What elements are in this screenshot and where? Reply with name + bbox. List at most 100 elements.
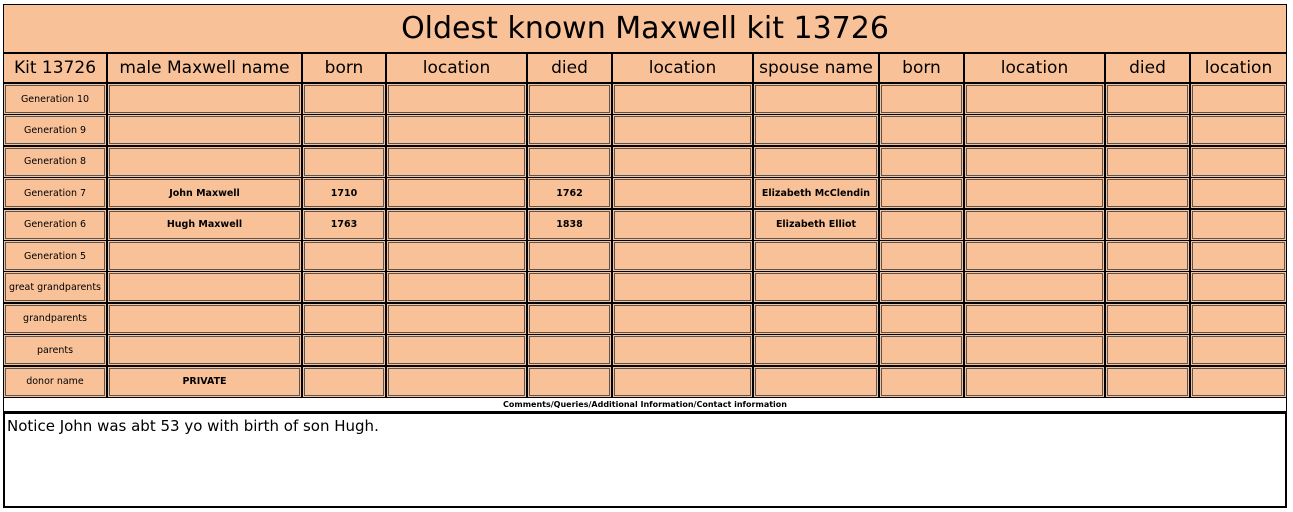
empty-cell [879,83,964,115]
empty-cell [302,83,386,115]
empty-cell [527,83,612,115]
column-header: born [879,53,964,83]
empty-cell [386,240,527,272]
column-header: location [1190,53,1287,83]
cell-generation: Generation 5 [3,240,107,272]
empty-cell [612,240,753,272]
empty-cell [753,240,879,272]
empty-cell [386,177,527,210]
empty-cell [1190,365,1287,398]
column-header: location [386,53,527,83]
empty-cell [107,240,302,272]
empty-cell [612,83,753,115]
empty-cell [302,302,386,335]
cell-generation: donor name [3,365,107,398]
empty-cell [1190,114,1287,147]
cell-generation: Generation 8 [3,145,107,178]
empty-cell [879,302,964,335]
empty-cell [612,365,753,398]
empty-cell [527,271,612,304]
empty-cell [527,145,612,178]
cell-born: 1710 [302,177,386,210]
cell-generation: Generation 6 [3,208,107,241]
cell-name: PRIVATE [107,365,302,398]
empty-cell [107,114,302,147]
empty-cell [1105,302,1190,335]
cell-died: 1838 [527,208,612,241]
empty-cell [386,271,527,304]
cell-died: 1762 [527,177,612,210]
empty-cell [386,302,527,335]
comments: Notice John was abt 53 yo with birth of … [3,412,1287,508]
empty-cell [1105,334,1190,367]
cell-born: 1763 [302,208,386,241]
empty-cell [302,240,386,272]
empty-cell [1190,208,1287,241]
empty-cell [1105,208,1190,241]
empty-cell [612,334,753,367]
empty-cell [107,83,302,115]
empty-cell [612,271,753,304]
empty-cell [1105,271,1190,304]
empty-cell [879,365,964,398]
empty-cell [612,177,753,210]
empty-cell [527,334,612,367]
empty-cell [879,145,964,178]
empty-cell [753,114,879,147]
cell-generation: Generation 7 [3,177,107,210]
cell-spouse: Elizabeth Elliot [753,208,879,241]
empty-cell [1190,177,1287,210]
empty-cell [1105,240,1190,272]
empty-cell [1190,240,1287,272]
column-header: spouse name [753,53,879,83]
cell-generation: parents [3,334,107,367]
empty-cell [612,302,753,335]
empty-cell [879,240,964,272]
title: Oldest known Maxwell kit 13726 [3,4,1287,53]
empty-cell [527,240,612,272]
empty-cell [964,208,1105,241]
empty-cell [879,208,964,241]
empty-cell [1105,114,1190,147]
empty-cell [107,271,302,304]
cell-name: Hugh Maxwell [107,208,302,241]
empty-cell [964,145,1105,178]
empty-cell [107,145,302,178]
empty-cell [753,302,879,335]
cell-name: John Maxwell [107,177,302,210]
empty-cell [612,145,753,178]
empty-cell [1190,145,1287,178]
empty-cell [753,365,879,398]
empty-cell [527,114,612,147]
empty-cell [964,334,1105,367]
empty-cell [1105,365,1190,398]
empty-cell [612,114,753,147]
empty-cell [879,177,964,210]
cell-generation: great grandparents [3,271,107,304]
empty-cell [527,302,612,335]
empty-cell [964,114,1105,147]
empty-cell [753,83,879,115]
empty-cell [964,83,1105,115]
cell-spouse: Elizabeth McClendin [753,177,879,210]
empty-cell [527,365,612,398]
empty-cell [1190,83,1287,115]
cell-generation: Generation 9 [3,114,107,147]
column-header: born [302,53,386,83]
empty-cell [964,177,1105,210]
column-header: male Maxwell name [107,53,302,83]
empty-cell [107,334,302,367]
empty-cell [386,83,527,115]
empty-cell [302,145,386,178]
empty-cell [753,271,879,304]
empty-cell [879,334,964,367]
empty-cell [302,365,386,398]
empty-cell [1190,334,1287,367]
empty-cell [964,271,1105,304]
empty-cell [1190,271,1287,304]
column-header: died [527,53,612,83]
empty-cell [964,240,1105,272]
empty-cell [1105,177,1190,210]
empty-cell [386,365,527,398]
